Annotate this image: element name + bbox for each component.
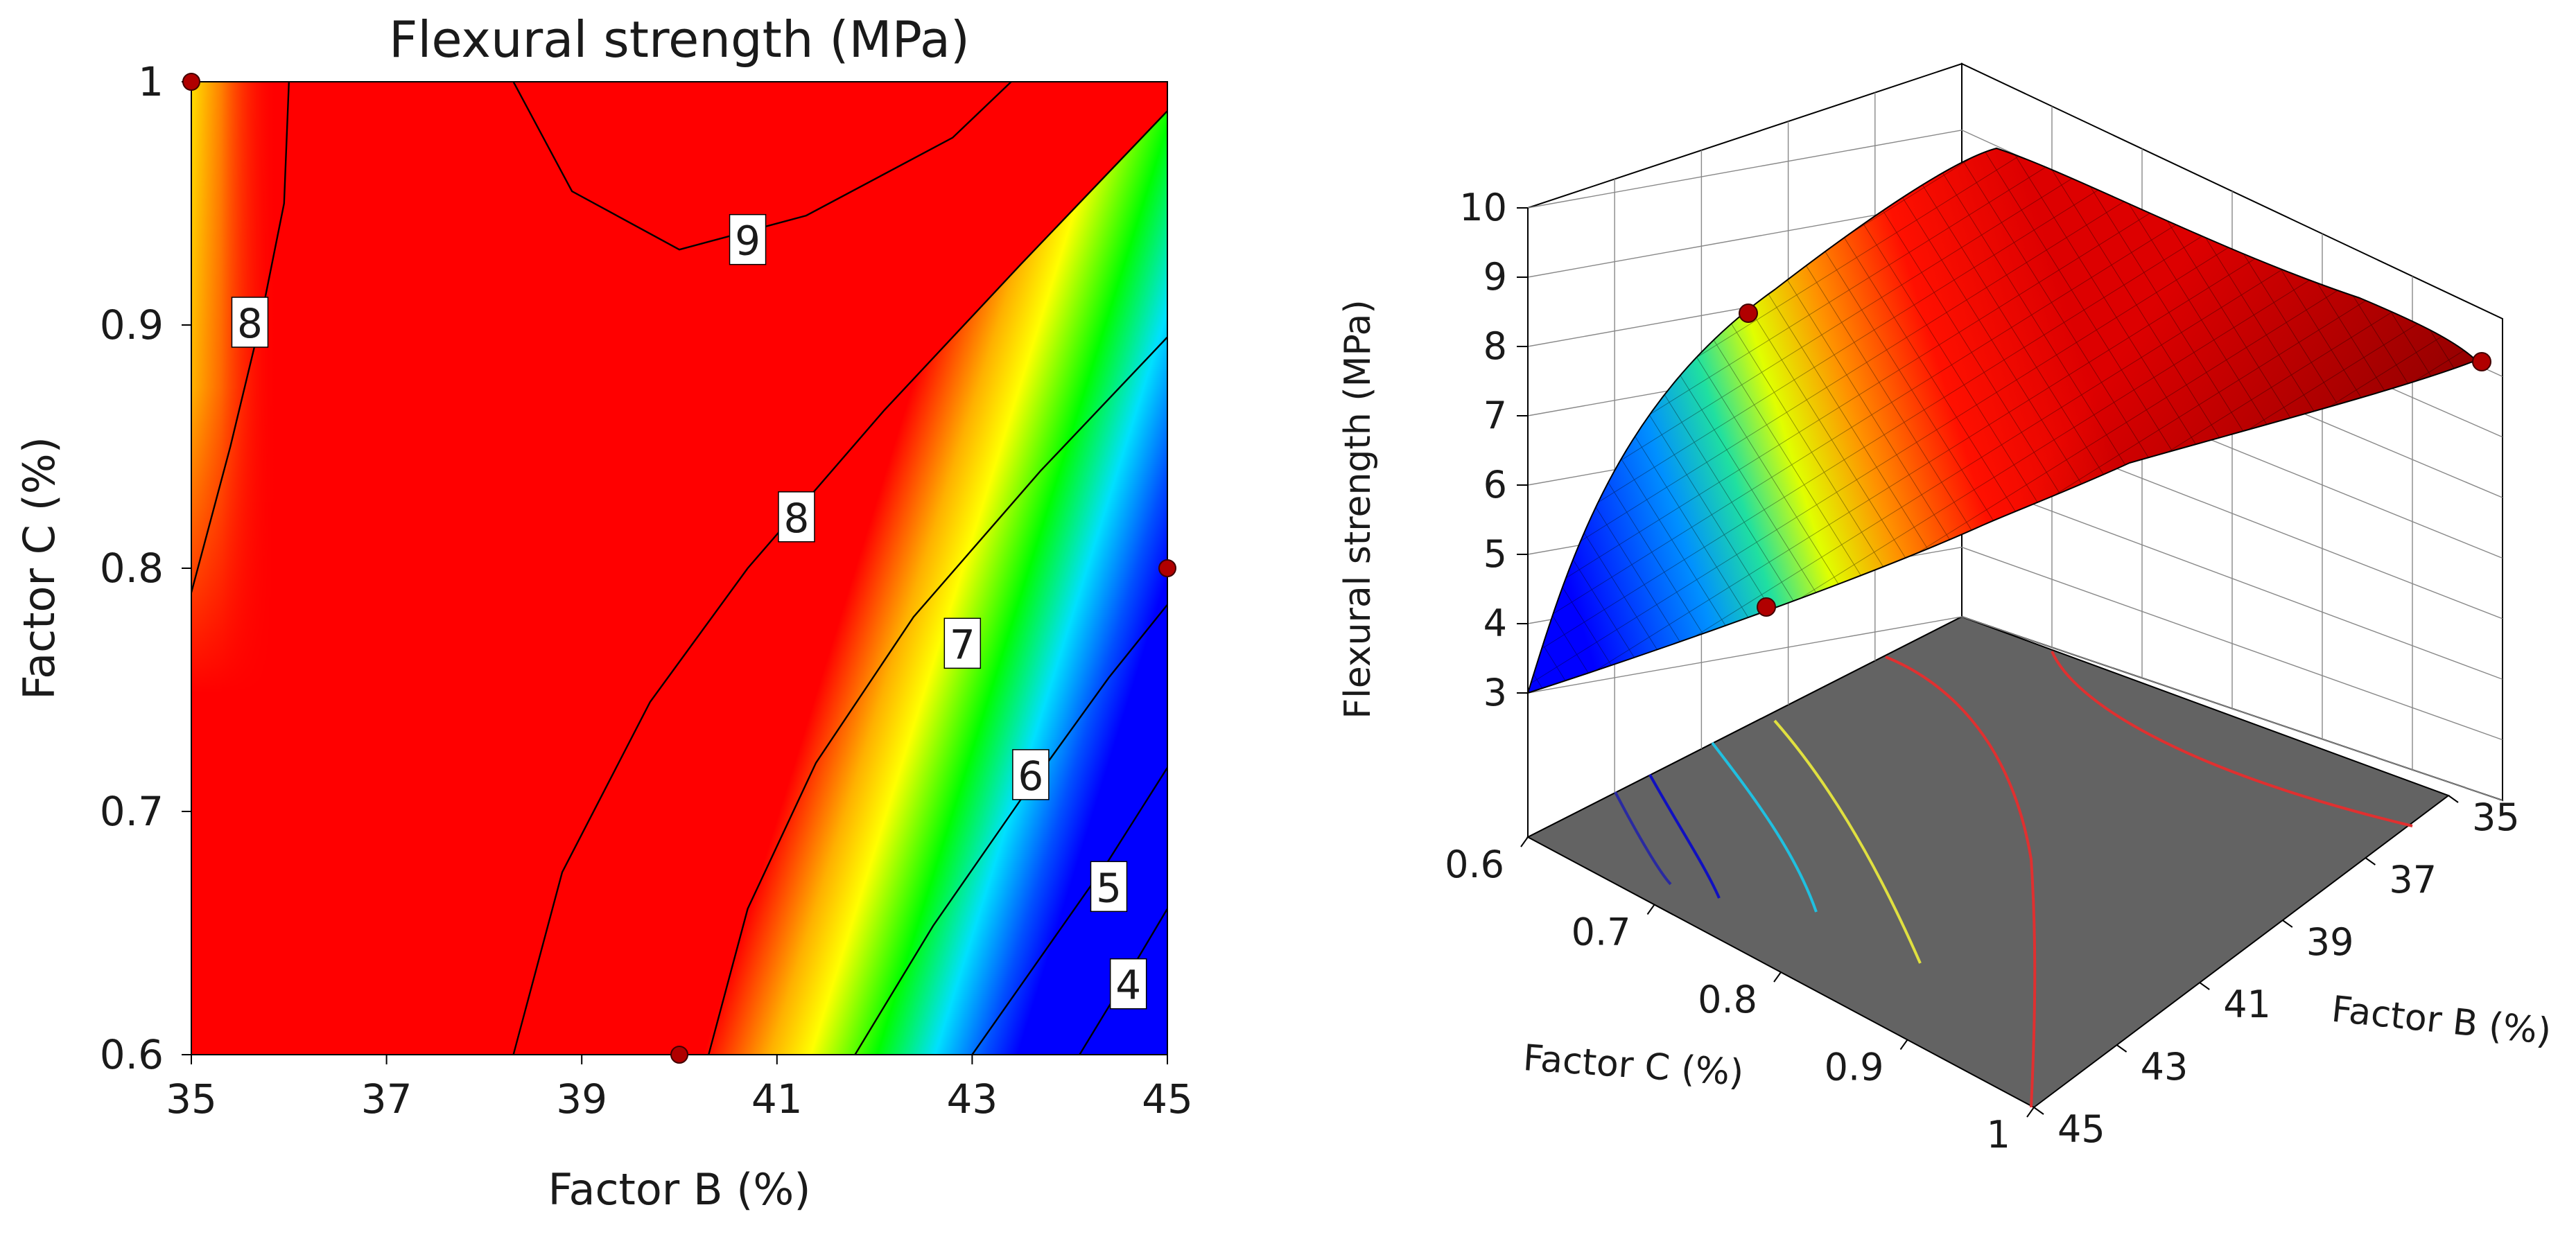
contour-label-box	[1109, 958, 1147, 1010]
contour-y-tick-label: 0.8	[100, 545, 164, 592]
surface-design-point	[1757, 597, 1776, 617]
surface-z-tick-label: 10	[1459, 186, 1507, 229]
surface-mesh-gridlines	[1526, 147, 2478, 694]
surface-b-tick	[2033, 1107, 2044, 1115]
contour-line-5	[971, 767, 1167, 1055]
surface-z-tick-label: 4	[1483, 601, 1507, 645]
contour-label-text: 4	[1115, 962, 1141, 1009]
surface-floor-contour	[1711, 741, 1818, 913]
surface-b-tick-label: 39	[2306, 920, 2354, 964]
surface-b-tick-label: 45	[2057, 1107, 2105, 1151]
contour-labels: 9 8 8 7 6 5 4	[231, 213, 1147, 1010]
contour-title: Flexural strength (MPa)	[389, 10, 970, 69]
contour-label-text: 5	[1096, 864, 1122, 911]
surface-c-tick	[2026, 1107, 2035, 1118]
contour-x-tick-label: 41	[751, 1075, 803, 1123]
surface-design-point	[1739, 304, 1758, 323]
surface-floor-contour	[1614, 791, 1672, 886]
surface-floor-contour	[1885, 656, 2037, 1108]
contour-y-tick-label: 0.7	[100, 788, 164, 835]
surface-z-tick-label: 9	[1483, 255, 1507, 299]
contour-label-box	[778, 491, 815, 543]
contour-label-7: 7	[943, 617, 982, 669]
contour-label-4: 4	[1109, 958, 1147, 1010]
contour-lines	[191, 82, 1167, 1055]
surface-wall-gridline	[1527, 130, 1963, 209]
surface-b-tick	[2448, 795, 2459, 803]
surface-floor-contour	[1648, 774, 1721, 899]
surface-wall-gridline	[1527, 616, 1963, 694]
contour-design-point	[182, 73, 200, 91]
contour-x-tick-label: 45	[1142, 1075, 1193, 1123]
surface-b-tick-label: 37	[2389, 858, 2437, 902]
surface-design-point	[2472, 352, 2491, 371]
surface-c-tick-label: 1	[1987, 1113, 2010, 1157]
surface-z-axis-label: Flexural strength (MPa)	[1337, 299, 1379, 719]
contour-label-text: 7	[950, 621, 975, 668]
contour-design-points	[182, 73, 1176, 1064]
contour-label-text: 6	[1018, 753, 1043, 800]
surface-floor-contour	[1773, 719, 1922, 964]
contour-plot: Flexural strength (MPa) 9 8 8 7 6 5 4 35 37 39 41…	[14, 10, 1193, 1215]
contour-y-tick-label: 0.6	[100, 1031, 164, 1078]
surface-b-tick-label: 35	[2472, 796, 2520, 839]
contour-label-8: 8	[778, 491, 815, 543]
surface-c-tick	[1520, 836, 1529, 847]
surface-c-tick	[1773, 972, 1782, 983]
surface-b-tick	[2282, 920, 2293, 928]
contour-label-box	[943, 617, 982, 669]
contour-line-7	[708, 336, 1167, 1055]
contour-y-axis-label: Factor C (%)	[14, 437, 64, 700]
contour-label-box	[231, 297, 269, 348]
contour-label-text: 9	[735, 218, 760, 265]
contour-label-5: 5	[1090, 861, 1128, 913]
surface-b-tick	[2365, 857, 2376, 865]
contour-gradient-band	[513, 111, 1167, 1055]
contour-label-9: 9	[729, 213, 767, 265]
surface-c-tick-label: 0.6	[1445, 843, 1504, 886]
surface-z-tick-label: 7	[1483, 394, 1507, 437]
surface-z-tick-label: 6	[1483, 463, 1507, 507]
contour-x-tick-label: 39	[556, 1075, 607, 1123]
surface-z-tick-label: 5	[1483, 532, 1507, 576]
surface-c-tick-label: 0.9	[1825, 1046, 1884, 1089]
surface-c-tick-label: 0.7	[1572, 911, 1631, 954]
contour-label-text: 8	[237, 300, 263, 347]
contour-axis-ticks: 35 37 39 41 43 450.60.70.80.91	[100, 58, 1193, 1123]
contour-label-6: 6	[1012, 749, 1050, 800]
surface-z-tick-label: 8	[1483, 324, 1507, 368]
contour-left-edge-shading	[191, 82, 288, 705]
surface-z-tick-label: 3	[1483, 671, 1507, 714]
contour-label-box	[729, 213, 767, 265]
contour-y-tick-label: 0.9	[100, 301, 164, 349]
contour-label-box	[1012, 749, 1050, 800]
contour-label-text: 8	[784, 495, 810, 542]
surface-c-tick	[1899, 1039, 1908, 1051]
contour-x-tick-label: 37	[361, 1075, 412, 1123]
surface-floor-contours	[1614, 651, 2413, 1108]
contour-x-tick-label: 43	[946, 1075, 998, 1123]
contour-x-axis-label: Factor B (%)	[548, 1164, 810, 1215]
contour-label-8: 8	[231, 297, 269, 348]
surface-b-tick	[2199, 982, 2210, 990]
contour-design-point	[1158, 559, 1176, 577]
contour-line-8	[512, 110, 1167, 1055]
contour-label-box	[1090, 861, 1128, 913]
surface-b-tick	[2116, 1044, 2127, 1053]
surface-c-tick-label: 0.8	[1698, 978, 1757, 1021]
surface-design-points	[1739, 304, 2491, 617]
contour-x-tick-label: 35	[166, 1075, 217, 1123]
surface-floor-contour	[2051, 651, 2413, 827]
contour-y-tick-label: 1	[138, 58, 164, 105]
surface-c-tick	[1646, 904, 1655, 915]
surface-c-axis-label: Factor C (%)	[1522, 1037, 1745, 1094]
surface-b-axis-label: Factor B (%)	[2330, 989, 2553, 1053]
surface-b-tick-label: 41	[2223, 983, 2271, 1026]
contour-design-point	[670, 1046, 688, 1064]
surface-b-tick-label: 43	[2141, 1045, 2188, 1089]
